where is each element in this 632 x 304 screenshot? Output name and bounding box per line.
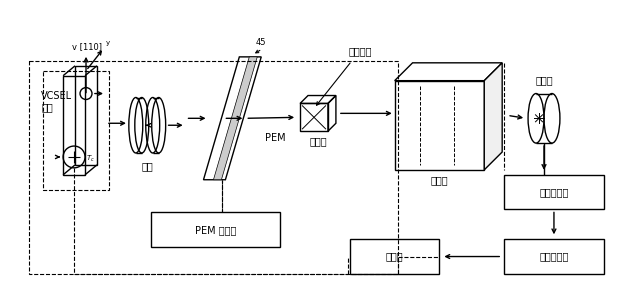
Text: VCSEL
器件: VCSEL 器件	[41, 91, 72, 112]
Polygon shape	[214, 57, 257, 180]
Text: 透镜: 透镜	[142, 161, 153, 171]
Text: PEM 控制器: PEM 控制器	[195, 225, 236, 235]
Bar	[150, 212, 280, 247]
Bar	[504, 239, 604, 274]
Text: $T_c$: $T_c$	[86, 154, 95, 164]
Bar	[394, 81, 484, 170]
Text: v [110]: v [110]	[72, 42, 102, 51]
Text: 偏振方向: 偏振方向	[348, 46, 372, 56]
Text: 计算机: 计算机	[386, 251, 403, 261]
Text: 45: 45	[255, 38, 266, 47]
Text: 前置放大器: 前置放大器	[539, 187, 569, 197]
Bar	[350, 239, 439, 274]
Text: PEM: PEM	[265, 133, 286, 143]
Text: y: y	[106, 40, 110, 46]
Polygon shape	[484, 63, 502, 170]
Bar	[43, 71, 109, 190]
Bar	[300, 103, 328, 131]
Bar	[29, 61, 398, 274]
Text: 起偏器: 起偏器	[309, 136, 327, 146]
Text: 探测器: 探测器	[535, 76, 553, 86]
Bar	[504, 175, 604, 209]
Text: 数据采集卡: 数据采集卡	[539, 251, 569, 261]
Text: 单色仪: 单色仪	[430, 175, 448, 185]
